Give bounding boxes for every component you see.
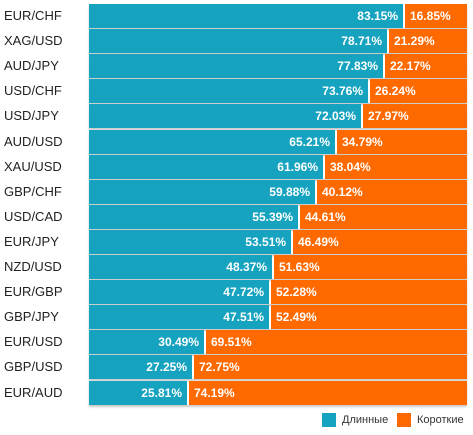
bar-row: 83.15% 16.85%: [89, 4, 467, 28]
pair-label: GBP/USD: [4, 359, 63, 374]
pair-label: AUD/JPY: [4, 58, 59, 73]
long-bar: 27.25%: [89, 355, 192, 379]
pair-label: EUR/GBP: [4, 284, 63, 299]
long-bar: 72.03%: [89, 104, 361, 128]
bar-row: 59.88% 40.12%: [89, 180, 467, 204]
short-bar: 38.04%: [325, 155, 467, 179]
legend-short-swatch: [397, 413, 411, 427]
legend-short: Короткие: [397, 412, 464, 428]
long-bar: 59.88%: [89, 180, 315, 204]
pair-label: USD/JPY: [4, 108, 59, 123]
pair-label: GBP/JPY: [4, 309, 59, 324]
bar-row: 48.37% 51.63%: [89, 255, 467, 279]
legend-long-swatch: [322, 413, 336, 427]
bar-row: 73.76% 26.24%: [89, 79, 467, 103]
short-bar: 34.79%: [337, 130, 467, 154]
long-bar: 53.51%: [89, 230, 291, 254]
pair-label: EUR/AUD: [4, 385, 63, 400]
bar-row: 78.71% 21.29%: [89, 29, 467, 53]
bar-row: 65.21% 34.79%: [89, 130, 467, 154]
long-bar: 25.81%: [89, 381, 187, 405]
pair-label: XAG/USD: [4, 33, 63, 48]
long-bar: 48.37%: [89, 255, 272, 279]
legend-long-label: Длинные: [342, 414, 389, 426]
long-bar: 78.71%: [89, 29, 387, 53]
pair-label: EUR/CHF: [4, 8, 62, 23]
long-bar: 65.21%: [89, 130, 335, 154]
pair-label: USD/CHF: [4, 83, 62, 98]
bar-row: 27.25% 72.75%: [89, 355, 467, 379]
short-bar: 46.49%: [293, 230, 467, 254]
bar-row: 47.72% 52.28%: [89, 280, 467, 304]
short-bar: 72.75%: [194, 355, 467, 379]
bar-row: 25.81% 74.19%: [89, 381, 467, 405]
long-bar: 55.39%: [89, 205, 298, 229]
short-bar: 16.85%: [405, 4, 467, 28]
bar-row: 47.51% 52.49%: [89, 305, 467, 329]
pair-label: NZD/USD: [4, 259, 62, 274]
short-bar: 51.63%: [274, 255, 467, 279]
short-bar: 26.24%: [370, 79, 467, 103]
legend-long: Длинные: [322, 412, 388, 428]
long-bar: 73.76%: [89, 79, 368, 103]
long-bar: 83.15%: [89, 4, 403, 28]
pair-label: EUR/USD: [4, 334, 63, 349]
bar-row: 55.39% 44.61%: [89, 205, 467, 229]
short-bar: 40.12%: [317, 180, 467, 204]
short-bar: 22.17%: [385, 54, 467, 78]
pair-label: USD/CAD: [4, 209, 63, 224]
long-bar: 30.49%: [89, 330, 204, 354]
short-bar: 52.49%: [271, 305, 467, 329]
short-bar: 69.51%: [206, 330, 467, 354]
long-bar: 47.51%: [89, 305, 269, 329]
short-bar: 52.28%: [271, 280, 467, 304]
long-bar: 77.83%: [89, 54, 383, 78]
pair-label: EUR/JPY: [4, 234, 59, 249]
short-bar: 74.19%: [189, 381, 467, 405]
short-bar: 27.97%: [363, 104, 467, 128]
bar-row: 30.49% 69.51%: [89, 330, 467, 354]
legend-short-label: Короткие: [417, 414, 464, 426]
short-bar: 44.61%: [300, 205, 467, 229]
bar-row: 77.83% 22.17%: [89, 54, 467, 78]
pair-label: AUD/USD: [4, 134, 63, 149]
long-bar: 47.72%: [89, 280, 269, 304]
pair-label: XAU/USD: [4, 159, 62, 174]
pair-label: GBP/CHF: [4, 184, 62, 199]
bar-row: 53.51% 46.49%: [89, 230, 467, 254]
bar-row: 72.03% 27.97%: [89, 104, 467, 128]
bar-row: 61.96% 38.04%: [89, 155, 467, 179]
long-bar: 61.96%: [89, 155, 323, 179]
short-bar: 21.29%: [389, 29, 467, 53]
